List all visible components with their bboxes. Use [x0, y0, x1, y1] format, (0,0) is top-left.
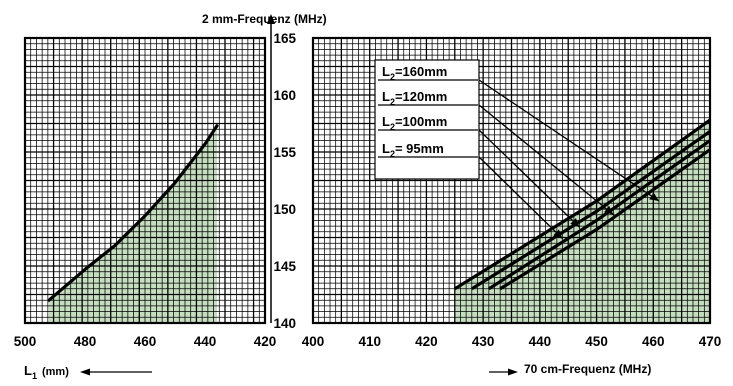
left-x-tick-label: 480: [74, 334, 97, 349]
left-x-tick-label: 440: [194, 334, 217, 349]
leader-arrowhead-2: [570, 218, 580, 228]
leader-arrowhead-0: [649, 192, 659, 202]
leader-arrowhead-1: [604, 205, 614, 215]
left-x-tick-label: 460: [134, 334, 157, 349]
right-plot-frame: [311, 36, 712, 325]
y-tick-label: 160: [273, 88, 296, 103]
y-axis-arrowhead: [267, 14, 275, 24]
y-tick-label: 145: [273, 259, 296, 274]
left-x-tick-label: 420: [254, 334, 277, 349]
legend-label-3: L2= 95mm: [382, 141, 444, 159]
y-tick-label: 165: [273, 31, 296, 46]
right-x-arrowhead: [508, 368, 518, 376]
leader-line-2: [478, 129, 581, 228]
leader-line-0: [478, 79, 660, 202]
left-x-arrowhead: [80, 368, 90, 376]
left-x-tick-label: 500: [14, 334, 37, 349]
legend-label-2: L2=100mm: [382, 114, 447, 132]
y-tick-label: 155: [273, 145, 296, 160]
right-x-tick-label: 440: [529, 334, 552, 349]
y-tick-label: 140: [273, 316, 296, 331]
right-x-tick-label: 450: [585, 334, 608, 349]
y-tick-label: 150: [273, 202, 296, 217]
right-x-tick-label: 430: [472, 334, 495, 349]
series-line-1: [470, 130, 711, 291]
left-x-axis-label: L1 (mm): [24, 363, 69, 381]
left-curve-l1: [47, 124, 219, 302]
leader-line-3: [478, 156, 563, 240]
right-x-tick-label: 400: [302, 334, 325, 349]
right-x-tick-label: 410: [358, 334, 381, 349]
right-x-axis-label: 70 cm-Frequenz (MHz): [524, 362, 651, 376]
right-x-tick-label: 460: [642, 334, 665, 349]
left-shaded-area: [49, 125, 217, 323]
legend-label-0: L2=160mm: [382, 64, 447, 82]
leader-line-1: [478, 104, 614, 216]
series-line-3: [499, 148, 711, 291]
leader-arrowhead-3: [553, 229, 563, 239]
left-plot-frame: [23, 36, 267, 325]
series-line-2: [487, 139, 711, 291]
right-x-tick-label: 420: [415, 334, 438, 349]
y-axis-title: 2 mm-Frequenz (MHz): [202, 12, 327, 26]
legend-label-1: L2=120mm: [382, 89, 447, 107]
right-x-tick-label: 470: [699, 334, 722, 349]
